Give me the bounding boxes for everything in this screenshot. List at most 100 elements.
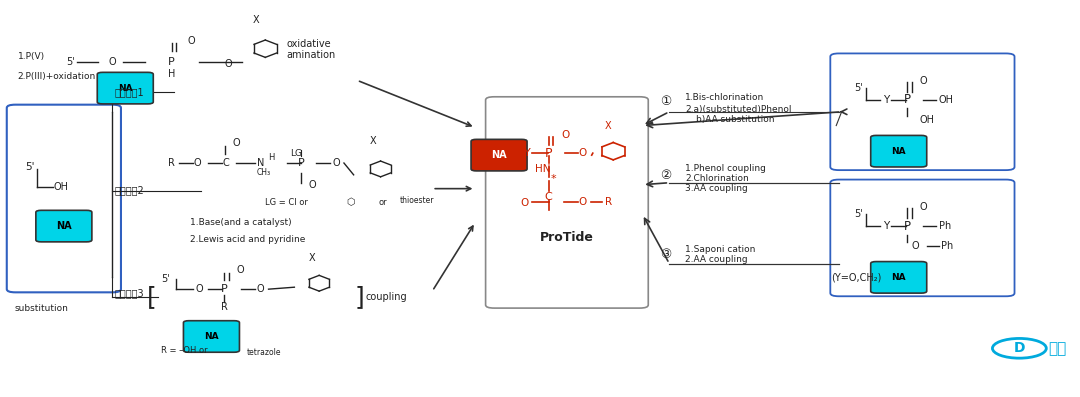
FancyBboxPatch shape [97,72,153,104]
Text: R = –OH or: R = –OH or [161,346,207,355]
Text: Ph: Ph [939,221,950,231]
Text: CH₃: CH₃ [257,168,271,177]
Text: 5': 5' [854,83,863,93]
Text: O: O [193,158,201,168]
Text: C: C [544,191,553,202]
Text: P: P [221,284,228,294]
Text: *: * [551,174,556,184]
Text: ⬡: ⬡ [346,197,354,208]
Text: 合成方案3: 合成方案3 [114,288,144,298]
Text: NA: NA [891,273,906,282]
Text: X: X [309,252,315,263]
Text: 合成方案1: 合成方案1 [114,87,144,97]
Text: or: or [378,198,387,207]
Text: O: O [309,180,316,190]
Text: HN: HN [535,164,550,174]
Text: 2.a)(substituted)Phenol: 2.a)(substituted)Phenol [686,105,792,114]
Text: b)AA substitution: b)AA substitution [697,115,774,124]
Text: OH: OH [919,115,934,125]
Text: O: O [919,202,927,212]
Text: 3.AA coupling: 3.AA coupling [686,184,748,193]
FancyBboxPatch shape [870,262,927,293]
Text: H: H [269,152,275,162]
Text: P: P [168,58,175,67]
FancyBboxPatch shape [471,139,527,171]
Text: H: H [167,69,175,79]
Text: O: O [332,158,340,168]
Text: NA: NA [118,84,133,93]
Text: O: O [108,58,117,67]
Text: NA: NA [891,147,906,156]
Text: O: O [579,148,588,158]
Text: 1.Phenol coupling: 1.Phenol coupling [686,164,767,173]
Text: 2.AA coupling: 2.AA coupling [686,255,748,264]
Text: 2.Lewis acid and pyridine: 2.Lewis acid and pyridine [190,235,306,245]
Text: LG = Cl or: LG = Cl or [266,198,308,207]
Text: X: X [369,136,377,146]
Text: 5': 5' [854,209,863,219]
Text: O: O [521,198,529,208]
Text: ②: ② [660,169,672,182]
Text: 合成方案2: 合成方案2 [114,186,145,196]
Text: O: O [912,241,919,251]
Text: 5': 5' [66,58,75,67]
Text: 5': 5' [25,162,35,172]
Text: NA: NA [56,221,71,231]
Text: 2.P(III)+oxidation: 2.P(III)+oxidation [17,72,96,81]
Text: [: [ [147,285,157,309]
FancyBboxPatch shape [486,97,648,308]
Text: OH: OH [939,95,954,105]
Text: NA: NA [204,332,219,341]
Text: substitution: substitution [14,304,68,313]
Text: NA: NA [491,150,507,160]
FancyBboxPatch shape [870,135,927,167]
Text: N: N [257,158,265,168]
Text: ProTide: ProTide [540,231,594,245]
Text: R: R [221,302,228,312]
Text: X: X [605,121,611,131]
Text: O: O [257,284,265,294]
Text: P: P [904,93,910,106]
Text: Y: Y [524,148,530,158]
Text: O: O [233,138,241,148]
Text: O: O [225,60,232,69]
FancyBboxPatch shape [184,321,240,352]
Text: X: X [253,15,259,25]
Text: 1.Base(and a catalyst): 1.Base(and a catalyst) [190,218,292,227]
Text: ①: ① [660,95,672,108]
Text: P: P [297,158,305,168]
Text: tetrazole: tetrazole [247,348,282,357]
Text: O: O [919,76,927,86]
Text: thioester: thioester [400,196,434,205]
Text: oxidative
amination: oxidative amination [287,39,336,60]
Text: 2.Chlorination: 2.Chlorination [686,174,750,183]
Text: O: O [237,265,244,275]
Text: OH: OH [53,182,68,192]
FancyBboxPatch shape [6,105,121,292]
Text: ]: ] [354,285,364,309]
Text: Y: Y [882,95,889,105]
Text: O: O [188,36,195,46]
Text: 5': 5' [161,274,170,284]
Text: Ph: Ph [941,241,953,251]
Text: D: D [1014,341,1025,355]
Text: 药渡: 药渡 [1049,341,1067,356]
FancyBboxPatch shape [36,210,92,242]
FancyBboxPatch shape [831,179,1014,296]
Text: O: O [579,197,588,208]
Text: C: C [222,158,229,168]
Text: 1.Saponi cation: 1.Saponi cation [686,245,756,254]
Text: R: R [605,197,611,208]
Text: Y: Y [882,221,889,231]
Text: O: O [562,131,570,141]
Text: LG: LG [291,148,302,158]
FancyBboxPatch shape [831,54,1014,170]
Text: O: O [195,284,203,294]
Text: coupling: coupling [365,292,407,302]
Text: 1.Bis-chlorination: 1.Bis-chlorination [686,93,765,102]
Text: P: P [904,220,910,233]
Text: R: R [168,158,175,168]
Text: (Y=O,CH₂): (Y=O,CH₂) [831,272,881,282]
Text: ③: ③ [660,248,672,261]
Text: P: P [545,146,552,160]
